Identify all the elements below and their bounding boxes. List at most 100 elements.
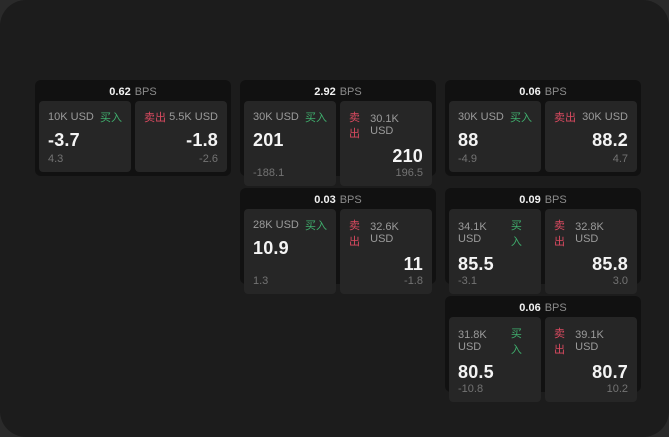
sell-labels-row: 卖出 30K USD xyxy=(554,109,628,125)
sell-panel[interactable]: 卖出 30K USD 88.2 4.7 xyxy=(545,101,637,172)
sell-delta: -1.8 xyxy=(404,275,423,287)
bps-value: 0.06 xyxy=(519,302,541,314)
buy-delta: 1.3 xyxy=(253,275,269,287)
buy-panel[interactable]: 28K USD 买入 10.9 1.3 xyxy=(244,209,336,294)
buy-side-label: 买入 xyxy=(510,220,522,248)
sell-side-label: 卖出 xyxy=(144,112,166,124)
bps-header: 0.06 BPS xyxy=(449,300,637,317)
bps-header: 0.09 BPS xyxy=(449,192,637,209)
sell-price: 88.2 xyxy=(592,130,628,150)
sell-labels-row: 卖出 32.8K USD xyxy=(554,217,628,249)
sell-delta: 10.2 xyxy=(606,383,628,395)
buy-delta: -188.1 xyxy=(253,167,285,179)
bps-value: 0.09 xyxy=(519,194,541,206)
quote-panels: 30K USD 买入 88 -4.9 卖出 30K USD 88.2 4.7 xyxy=(449,101,637,172)
quote-card: 0.09 BPS 34.1K USD 买入 85.5 -3.1 卖出 32.8K… xyxy=(445,188,641,294)
bps-unit-label: BPS xyxy=(544,302,567,314)
sell-delta: 196.5 xyxy=(395,167,423,179)
quote-card: 0.06 BPS 31.8K USD 买入 80.5 -10.8 卖出 39.1… xyxy=(445,296,641,402)
quote-cards-grid: 0.62 BPS 10K USD 买入 -3.7 4.3 卖出 5.5K USD xyxy=(35,80,641,402)
bps-unit-label: BPS xyxy=(544,194,567,206)
sell-price: 85.8 xyxy=(592,254,628,274)
buy-side-label: 买入 xyxy=(305,220,327,232)
quote-card: 2.92 BPS 30K USD 买入 201 -188.1 卖出 30.1K … xyxy=(240,80,436,186)
bps-unit-label: BPS xyxy=(339,86,362,98)
sell-notional: 32.6K USD xyxy=(370,221,399,245)
buy-notional: 34.1K USD xyxy=(458,221,487,245)
sell-panel[interactable]: 卖出 39.1K USD 80.7 10.2 xyxy=(545,317,637,402)
sell-delta: 3.0 xyxy=(612,275,628,287)
sell-price: 210 xyxy=(392,146,423,166)
buy-panel[interactable]: 30K USD 买入 88 -4.9 xyxy=(449,101,541,172)
sell-panel[interactable]: 卖出 5.5K USD -1.8 -2.6 xyxy=(135,101,227,172)
buy-price: 201 xyxy=(253,130,284,150)
buy-price: 10.9 xyxy=(253,238,289,258)
buy-price: 85.5 xyxy=(458,254,494,274)
bps-unit-label: BPS xyxy=(339,194,362,206)
buy-labels-row: 30K USD 买入 xyxy=(458,109,532,125)
sell-labels-row: 卖出 30.1K USD xyxy=(349,109,423,141)
buy-side-label: 买入 xyxy=(305,112,327,124)
buy-labels-row: 10K USD 买入 xyxy=(48,109,122,125)
sell-side-label: 卖出 xyxy=(349,220,360,248)
sell-side-label: 卖出 xyxy=(554,220,565,248)
sell-price: -1.8 xyxy=(186,130,218,150)
sell-panel[interactable]: 卖出 30.1K USD 210 196.5 xyxy=(340,101,432,186)
buy-panel[interactable]: 30K USD 买入 201 -188.1 xyxy=(244,101,336,186)
bps-value: 0.03 xyxy=(314,194,336,206)
sell-labels-row: 卖出 32.6K USD xyxy=(349,217,423,249)
quote-panels: 10K USD 买入 -3.7 4.3 卖出 5.5K USD -1.8 -2.… xyxy=(39,101,227,172)
sell-delta: -2.6 xyxy=(199,153,218,165)
sell-labels-row: 卖出 5.5K USD xyxy=(144,109,218,125)
bps-value: 0.06 xyxy=(519,86,541,98)
sell-notional: 30.1K USD xyxy=(370,113,399,137)
bps-header: 0.03 BPS xyxy=(244,192,432,209)
quote-card: 0.06 BPS 30K USD 买入 88 -4.9 卖出 30K USD xyxy=(445,80,641,176)
buy-notional: 30K USD xyxy=(458,111,504,123)
sell-panel[interactable]: 卖出 32.6K USD 11 -1.8 xyxy=(340,209,432,294)
sell-price: 11 xyxy=(403,254,423,274)
buy-panel[interactable]: 31.8K USD 买入 80.5 -10.8 xyxy=(449,317,541,402)
sell-panel[interactable]: 卖出 32.8K USD 85.8 3.0 xyxy=(545,209,637,294)
quote-card: 0.03 BPS 28K USD 买入 10.9 1.3 卖出 32.6K US… xyxy=(240,188,436,294)
buy-labels-row: 31.8K USD 买入 xyxy=(458,325,532,357)
buy-panel[interactable]: 10K USD 买入 -3.7 4.3 xyxy=(39,101,131,172)
buy-side-label: 买入 xyxy=(510,328,522,356)
bps-unit-label: BPS xyxy=(544,86,567,98)
quote-panels: 28K USD 买入 10.9 1.3 卖出 32.6K USD 11 -1.8 xyxy=(244,209,432,294)
buy-notional: 31.8K USD xyxy=(458,329,487,353)
sell-price: 80.7 xyxy=(592,362,628,382)
bps-header: 0.62 BPS xyxy=(39,84,227,101)
sell-notional: 32.8K USD xyxy=(575,221,604,245)
bps-unit-label: BPS xyxy=(134,86,157,98)
bps-value: 0.62 xyxy=(109,86,131,98)
quote-panels: 34.1K USD 买入 85.5 -3.1 卖出 32.8K USD 85.8… xyxy=(449,209,637,294)
buy-labels-row: 30K USD 买入 xyxy=(253,109,327,125)
buy-price: -3.7 xyxy=(48,130,80,150)
buy-price: 88 xyxy=(458,130,479,150)
sell-side-label: 卖出 xyxy=(349,112,360,140)
buy-delta: -4.9 xyxy=(458,153,477,165)
buy-side-label: 买入 xyxy=(100,112,122,124)
buy-panel[interactable]: 34.1K USD 买入 85.5 -3.1 xyxy=(449,209,541,294)
buy-delta: 4.3 xyxy=(48,153,64,165)
sell-side-label: 卖出 xyxy=(554,112,576,124)
buy-side-label: 买入 xyxy=(510,112,532,124)
bps-header: 2.92 BPS xyxy=(244,84,432,101)
buy-notional: 30K USD xyxy=(253,111,299,123)
sell-notional: 30K USD xyxy=(582,111,628,123)
buy-notional: 28K USD xyxy=(253,219,299,231)
sell-side-label: 卖出 xyxy=(554,328,565,356)
buy-notional: 10K USD xyxy=(48,111,94,123)
quote-card: 0.62 BPS 10K USD 买入 -3.7 4.3 卖出 5.5K USD xyxy=(35,80,231,176)
sell-notional: 39.1K USD xyxy=(575,329,604,353)
bps-value: 2.92 xyxy=(314,86,336,98)
buy-delta: -3.1 xyxy=(458,275,477,287)
buy-labels-row: 28K USD 买入 xyxy=(253,217,327,233)
buy-price: 80.5 xyxy=(458,362,494,382)
buy-delta: -10.8 xyxy=(458,383,484,395)
buy-labels-row: 34.1K USD 买入 xyxy=(458,217,532,249)
sell-labels-row: 卖出 39.1K USD xyxy=(554,325,628,357)
sell-delta: 4.7 xyxy=(612,153,628,165)
